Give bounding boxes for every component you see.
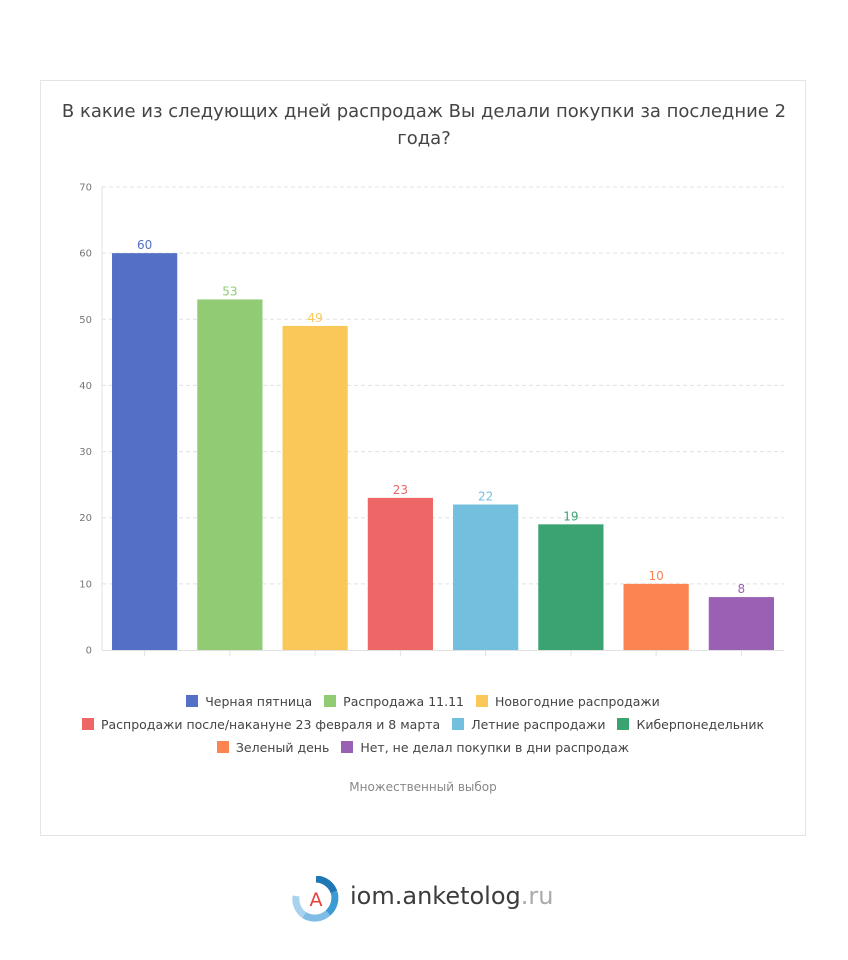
- legend-swatch: [216, 741, 229, 753]
- y-tick-label: 50: [79, 315, 92, 326]
- y-tick-label: 20: [79, 513, 92, 524]
- legend-label: Зеленый день: [235, 740, 330, 755]
- logo-name: iom.anketolog: [350, 882, 521, 910]
- legend-item[interactable]: Киберпонедельник: [617, 713, 764, 736]
- legend-label: Нет, не делал покупки в дни распродаж: [360, 740, 630, 755]
- logo-tld: .ru: [520, 882, 554, 910]
- bar: [538, 524, 604, 650]
- legend-label: Летние распродажи: [471, 717, 606, 732]
- legend-swatch: [324, 695, 337, 707]
- data-label: 23: [393, 483, 408, 497]
- legend-item[interactable]: Новогодние распродажи: [475, 690, 660, 713]
- legend-swatch: [186, 695, 199, 707]
- data-label: 60: [137, 238, 152, 252]
- legend-row: Распродажи после/накануне 23 февраля и 8…: [40, 713, 806, 736]
- anketolog-logo-icon: A: [292, 876, 339, 922]
- legend-swatch: [452, 718, 465, 730]
- legend-swatch: [617, 718, 630, 730]
- legend-item[interactable]: Распродажа 11.11: [324, 690, 464, 713]
- bar: [623, 583, 689, 650]
- bar: [112, 253, 178, 650]
- bar: [197, 299, 263, 650]
- legend-swatch: [341, 741, 354, 753]
- legend-item[interactable]: Распродажи после/накануне 23 февраля и 8…: [81, 713, 441, 736]
- legend-label: Черная пятница: [205, 694, 313, 709]
- legend-label: Киберпонедельник: [636, 717, 765, 732]
- bar: [367, 497, 433, 650]
- legend-swatch: [475, 695, 488, 707]
- legend-row: Зеленый день Нет, не делал покупки в дни …: [40, 736, 806, 759]
- bar: [708, 597, 774, 650]
- y-tick-label: 60: [79, 249, 92, 260]
- y-tick-label: 30: [79, 447, 92, 458]
- data-label: 49: [307, 311, 322, 325]
- logo-text: iom.anketolog.ru: [350, 882, 553, 910]
- data-label: 10: [648, 569, 663, 583]
- y-tick-label: 0: [86, 646, 92, 657]
- legend-item[interactable]: Зеленый день: [216, 736, 330, 759]
- logo-letter: A: [310, 889, 323, 911]
- legend-label: Распродажи после/накануне 23 февраля и 8…: [100, 717, 441, 732]
- bar: [282, 325, 348, 650]
- chart-subtitle: Множественный выбор: [349, 780, 497, 794]
- y-tick-label: 40: [79, 381, 92, 392]
- y-tick-label: 10: [79, 579, 92, 590]
- data-label: 19: [563, 509, 578, 523]
- bar: [453, 504, 519, 650]
- chart-legend: Черная пятница Распродажа 11.11 Новогодние…: [40, 690, 806, 759]
- legend-swatch: [81, 718, 94, 730]
- y-tick-label: 70: [79, 183, 92, 194]
- legend-label: Новогодние распродажи: [494, 694, 660, 709]
- legend-item[interactable]: Черная пятница: [186, 690, 312, 713]
- data-label: 53: [222, 284, 237, 298]
- legend-row: Черная пятница Распродажа 11.11 Новогодние…: [40, 690, 806, 713]
- chart-title: В какие из следующих дней распродаж Вы д…: [0, 98, 848, 152]
- data-label: 22: [478, 489, 493, 503]
- data-label: 8: [738, 582, 746, 596]
- bar-chart: 0 10 20 30 40 50 60 70 60 53 49 23 22 19 10 8: [79, 183, 784, 657]
- legend-item[interactable]: Летние распродажи: [452, 713, 605, 736]
- legend-label: Распродажа 11.11: [343, 694, 464, 709]
- chart-title-text: В какие из следующих дней распродаж Вы д…: [61, 101, 787, 149]
- legend-item[interactable]: Нет, не делал покупки в дни распродаж: [341, 736, 629, 759]
